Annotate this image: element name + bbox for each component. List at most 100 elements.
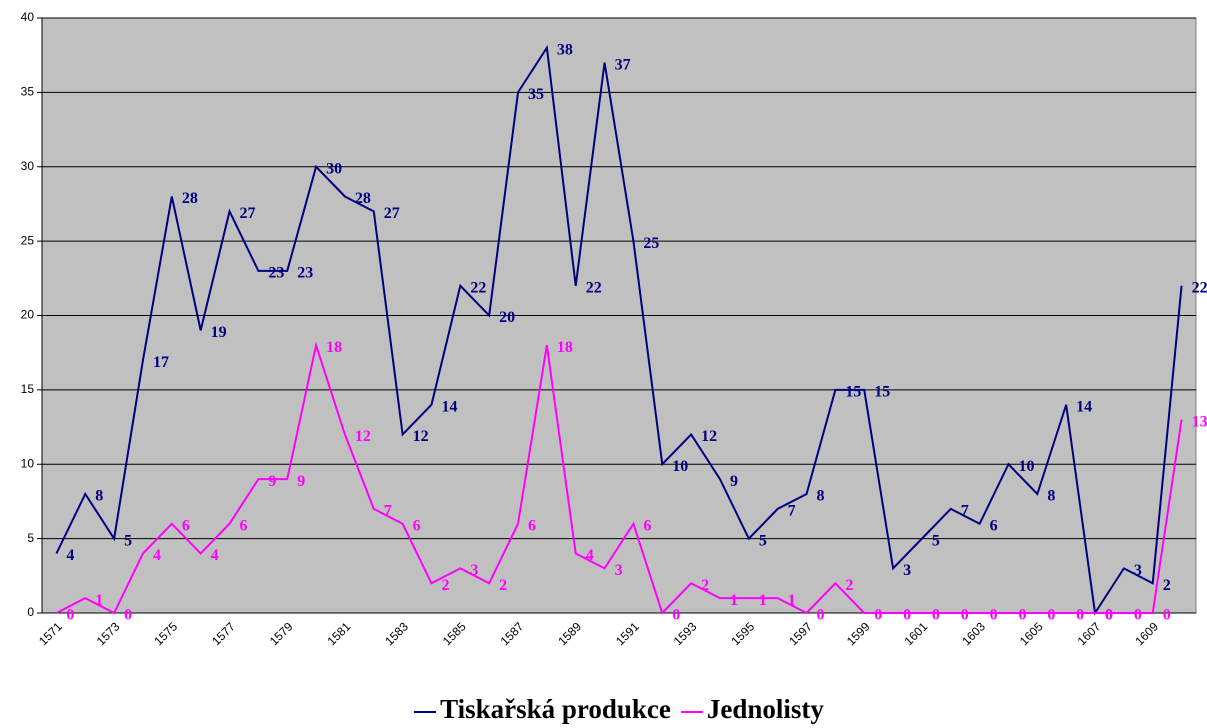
x-tick-label: 1577: [209, 619, 238, 648]
data-label: 4: [586, 547, 594, 564]
data-label: 3: [1134, 562, 1142, 579]
y-tick-label: 35: [21, 85, 35, 99]
x-tick-label: 1585: [440, 619, 469, 648]
data-label: 3: [615, 562, 623, 579]
x-tick-label: 1597: [786, 619, 815, 648]
data-label: 2: [1163, 577, 1171, 594]
data-label: 7: [961, 503, 969, 520]
data-label: 12: [355, 428, 371, 445]
data-label: 9: [268, 473, 276, 490]
legend-label: Jednolisty: [707, 694, 825, 724]
data-label: 0: [903, 607, 911, 624]
x-tick-label: 1581: [325, 619, 354, 648]
x-tick-label: 1579: [267, 619, 296, 648]
data-label: 9: [297, 473, 305, 490]
x-tick-label: 1599: [844, 619, 873, 648]
data-label: 10: [1018, 458, 1034, 475]
data-label: 6: [990, 517, 998, 534]
data-label: 13: [1192, 413, 1207, 430]
y-tick-label: 10: [21, 456, 35, 470]
data-label: 37: [615, 56, 631, 73]
data-label: 7: [788, 503, 796, 520]
data-label: 4: [211, 547, 219, 564]
data-label: 2: [499, 577, 507, 594]
series-line: [55, 44, 1183, 616]
data-label: 38: [557, 41, 573, 58]
data-label: 35: [528, 86, 544, 103]
data-label: 2: [845, 577, 853, 594]
data-label: 7: [384, 503, 392, 520]
data-label: 12: [701, 428, 717, 445]
x-tick-label: 1583: [382, 619, 411, 648]
data-label: 1: [95, 592, 103, 609]
data-label: 0: [1018, 607, 1026, 624]
data-label: 19: [211, 324, 227, 341]
data-label: 0: [1047, 607, 1055, 624]
data-label: 14: [441, 398, 457, 415]
y-tick-label: 25: [21, 233, 35, 247]
data-label: 0: [1105, 607, 1113, 624]
data-label: 17: [153, 354, 169, 371]
data-label: 22: [1192, 279, 1207, 296]
data-label: 0: [672, 607, 680, 624]
data-label: 9: [730, 473, 738, 490]
data-label: 0: [1105, 607, 1113, 624]
data-label: 0: [961, 607, 969, 624]
data-label: 22: [586, 279, 602, 296]
data-label: 1: [788, 592, 796, 609]
data-label: 28: [182, 190, 198, 207]
data-label: 1: [759, 592, 767, 609]
data-label: 15: [845, 384, 861, 401]
data-label: 6: [240, 517, 248, 534]
y-tick-label: 40: [21, 10, 35, 24]
data-label: 27: [240, 205, 256, 222]
x-tick-label: 1589: [555, 619, 584, 648]
data-label: 4: [153, 547, 161, 564]
data-label: 1: [730, 592, 738, 609]
data-label: 14: [1076, 398, 1092, 415]
data-label: 0: [66, 607, 74, 624]
data-label: 3: [903, 562, 911, 579]
data-label: 28: [355, 190, 371, 207]
data-label: 3: [470, 562, 478, 579]
data-label: 0: [124, 607, 132, 624]
data-label: 27: [384, 205, 400, 222]
data-label: 0: [874, 607, 882, 624]
data-label: 0: [1163, 607, 1171, 624]
x-tick-label: 1573: [94, 619, 123, 648]
data-label: 15: [874, 384, 890, 401]
data-label: 0: [817, 607, 825, 624]
data-label: 23: [297, 265, 313, 282]
data-label: 23: [268, 265, 284, 282]
data-label: 10: [672, 458, 688, 475]
data-label: 4: [66, 547, 74, 564]
data-label: 30: [326, 160, 342, 177]
y-tick-label: 15: [21, 382, 35, 396]
data-label: 22: [470, 279, 486, 296]
data-label: 12: [413, 428, 429, 445]
x-tick-label: 1587: [498, 619, 527, 648]
legend-label: Tiskařská produkce: [440, 694, 671, 724]
data-label: 2: [701, 577, 709, 594]
data-label: 6: [643, 517, 651, 534]
y-tick-label: 30: [21, 159, 35, 173]
data-label: 20: [499, 309, 515, 326]
data-label: 18: [557, 339, 573, 356]
y-tick-label: 0: [27, 605, 34, 619]
data-label: 6: [528, 517, 536, 534]
data-label: 0: [1134, 607, 1142, 624]
data-label: 0: [932, 607, 940, 624]
x-tick-label: 1591: [613, 619, 642, 648]
y-tick-label: 5: [27, 531, 34, 545]
data-label: 5: [759, 532, 767, 549]
x-tick-label: 1595: [728, 619, 757, 648]
y-tick-label: 20: [21, 308, 35, 322]
data-label: 6: [413, 517, 421, 534]
data-label: 18: [326, 339, 342, 356]
data-label: 0: [1076, 607, 1084, 624]
data-label: 5: [932, 532, 940, 549]
data-label: 8: [1047, 488, 1055, 505]
x-tick-label: 1575: [151, 619, 180, 648]
data-label: 2: [441, 577, 449, 594]
